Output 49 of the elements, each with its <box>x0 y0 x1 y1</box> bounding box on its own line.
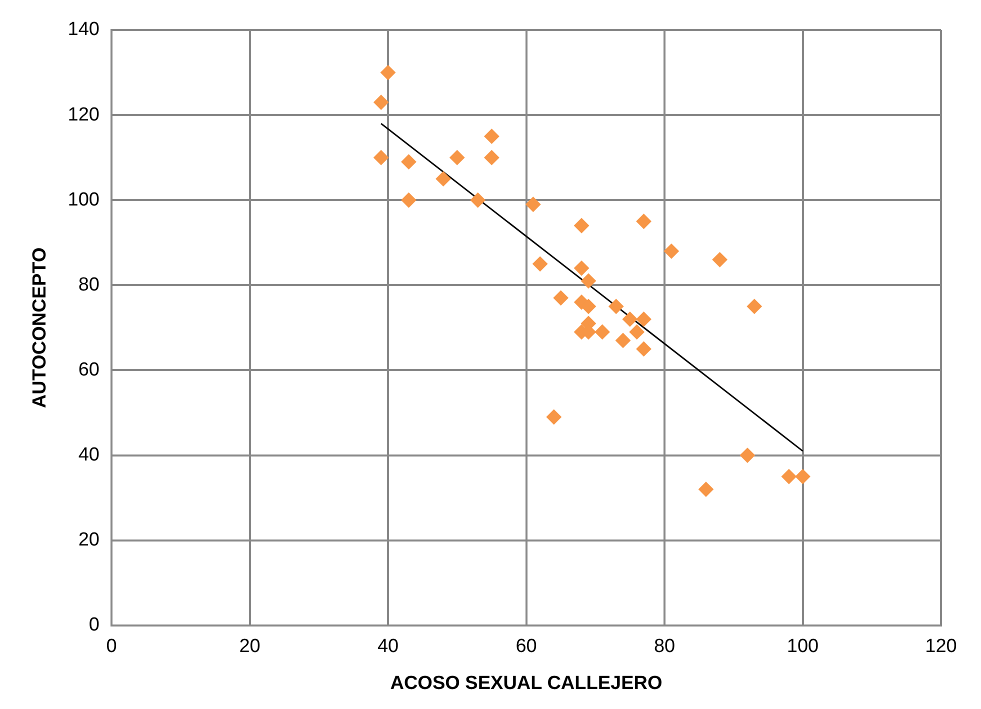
point <box>636 341 652 356</box>
y-tick-label: 60 <box>78 359 100 380</box>
x-tick-label: 120 <box>925 636 957 658</box>
point <box>746 298 762 314</box>
point <box>636 312 652 327</box>
point <box>450 150 465 166</box>
point <box>636 214 652 229</box>
point <box>629 324 644 340</box>
x-tick-label: 100 <box>786 636 819 658</box>
y-tick-label: 0 <box>88 614 100 636</box>
point <box>546 410 562 425</box>
point <box>532 256 548 272</box>
point <box>380 65 396 80</box>
point <box>574 218 590 234</box>
x-axis-title: ACOSO SEXUAL CALLEJERO <box>390 672 662 694</box>
y-tick-label: 140 <box>68 19 100 40</box>
point <box>574 260 590 276</box>
point <box>616 332 631 348</box>
point <box>594 324 610 340</box>
point <box>664 244 679 259</box>
y-tick-label: 120 <box>68 104 100 126</box>
point <box>436 171 451 186</box>
point <box>374 94 389 110</box>
x-tick-label: 40 <box>377 636 399 658</box>
x-tick-label: 80 <box>654 636 676 658</box>
point <box>740 448 755 463</box>
point <box>526 196 541 212</box>
point <box>795 469 810 484</box>
point <box>401 192 416 208</box>
x-tick-label: 0 <box>106 636 117 658</box>
point <box>553 290 568 306</box>
point <box>470 192 486 208</box>
point <box>580 273 596 288</box>
y-tick-label: 20 <box>78 530 100 551</box>
point <box>484 150 500 166</box>
point <box>484 128 500 144</box>
point <box>698 482 714 497</box>
point <box>712 252 728 268</box>
x-tick-label: 20 <box>239 636 260 658</box>
y-tick-label: 80 <box>78 274 100 296</box>
y-tick-label: 40 <box>78 444 100 466</box>
x-tick-label: 60 <box>516 636 537 658</box>
point <box>374 150 389 166</box>
y-axis-title: AUTOCONCEPTO <box>30 247 51 408</box>
point <box>781 469 796 484</box>
point <box>622 312 638 327</box>
point <box>608 298 624 314</box>
point <box>401 154 416 170</box>
y-tick-label: 100 <box>68 189 100 210</box>
